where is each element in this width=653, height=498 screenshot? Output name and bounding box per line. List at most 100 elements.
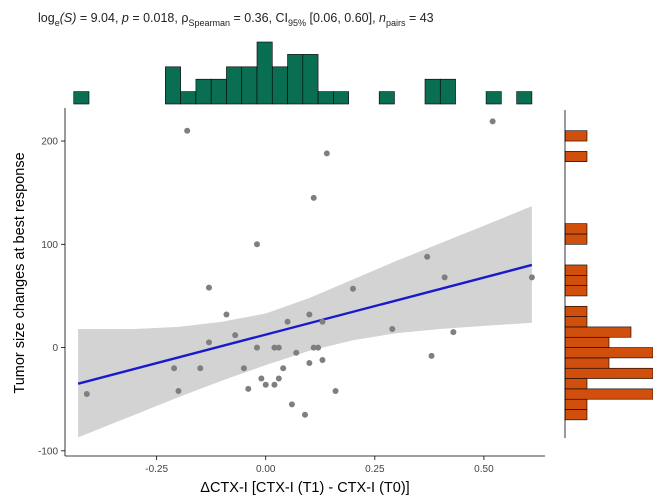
x-histogram-bar [302, 54, 319, 105]
x-tick-label: 0.25 [365, 464, 385, 475]
scatter-point [271, 344, 278, 351]
scatter-point [275, 344, 282, 351]
scatter-point [206, 339, 212, 346]
x-histogram-bar [378, 91, 395, 105]
x-tick-label: -0.25 [145, 464, 168, 475]
scatter-point [293, 349, 300, 356]
y-histogram-bar [564, 223, 588, 235]
scatter-point [254, 344, 260, 351]
y-tick-label: 100 [41, 240, 58, 251]
ci-value: [0.06, 0.60], [306, 11, 379, 25]
confidence-band [78, 206, 532, 438]
y-axis-ticks: -100 0 100 200 [38, 137, 65, 457]
scatter-point [206, 284, 212, 291]
x-histogram-bar [516, 91, 533, 105]
y-histogram-bar [564, 398, 588, 410]
x-histogram-bar [424, 78, 441, 105]
y-marginal-histogram [564, 130, 653, 421]
x-histogram-bar [210, 78, 227, 105]
scatter-point [424, 253, 431, 260]
scatter-plot-panel [77, 118, 535, 438]
stat-value: = 9.04, [76, 11, 122, 25]
x-histogram-bar [73, 91, 90, 105]
scatter-point [83, 391, 90, 398]
y-histogram-bar [564, 233, 588, 245]
scatter-point [428, 352, 435, 359]
scatter-point [528, 274, 535, 281]
scatter-point [306, 311, 313, 318]
y-histogram-bar [564, 378, 588, 390]
x-tick-label: 0.50 [474, 464, 494, 475]
x-histogram-bar [226, 66, 243, 105]
p-value: = 0.018, [129, 11, 181, 25]
y-histogram-bar [564, 347, 653, 359]
x-tick-label: 0.00 [256, 464, 276, 475]
scatter-point [450, 329, 457, 336]
scatter-point [323, 150, 330, 157]
y-histogram-bar [564, 326, 632, 338]
rho-value: = 0.36, CI [230, 11, 288, 25]
y-histogram-bar [564, 388, 653, 400]
y-tick-label: -100 [38, 446, 58, 457]
x-histogram-bar [165, 66, 181, 105]
scatter-point [197, 365, 204, 372]
scatter-point [315, 344, 322, 351]
scatter-point [171, 365, 178, 372]
y-histogram-bar [564, 305, 588, 317]
scatter-point [271, 381, 278, 388]
x-histogram-bar [241, 66, 258, 105]
n-symbol: n [379, 11, 386, 25]
chart-subtitle: loge(S) = 9.04, p = 0.018, ρSpearman = 0… [38, 11, 434, 28]
y-tick-label: 0 [52, 343, 58, 354]
scatter-point [310, 194, 317, 201]
y-histogram-bar [564, 316, 588, 328]
x-histogram-bar [485, 91, 502, 105]
x-histogram-bar [271, 66, 288, 105]
scatter-point [306, 360, 313, 367]
scatter-point [441, 274, 448, 281]
scatter-point [319, 356, 326, 363]
n-value: = 43 [405, 11, 433, 25]
scatter-point [275, 375, 282, 382]
x-histogram-bar [287, 54, 304, 105]
x-marginal-histogram [73, 41, 533, 105]
scatter-point [258, 375, 265, 382]
scatter-point [223, 311, 230, 318]
scatter-point [240, 365, 247, 372]
x-histogram-bar [439, 78, 456, 105]
scatter-point [254, 241, 260, 248]
p-symbol: p [121, 11, 129, 25]
scatter-point [310, 344, 317, 351]
x-axis-ticks: -0.25 0.00 0.25 0.50 [145, 456, 494, 475]
ci-sub: 95% [288, 18, 306, 28]
y-histogram-bar [564, 285, 588, 297]
scatter-point [489, 118, 496, 125]
scatter-point [332, 387, 339, 394]
scatter-point [350, 285, 356, 292]
x-axis-title: ΔCTX-I [CTX-I (T1) - CTX-I (T0)] [200, 480, 409, 496]
scatter-point [389, 325, 396, 332]
scatter-point [302, 411, 308, 418]
stat-log-base: e [55, 18, 60, 28]
stat-log-symbol: log [38, 11, 55, 25]
y-histogram-bar [564, 130, 588, 142]
scatter-point [284, 318, 291, 325]
rho-symbol: ρ [181, 11, 188, 25]
x-histogram-bar [180, 91, 197, 105]
x-histogram-bar [256, 41, 273, 105]
x-histogram-bar [333, 91, 349, 105]
y-histogram-bar [564, 367, 653, 379]
y-axis-title: Tumor size changes at best response [12, 152, 28, 393]
y-histogram-bar [564, 274, 588, 286]
scatter-point [175, 387, 182, 394]
scatter-point [245, 385, 252, 392]
y-histogram-bar [564, 336, 610, 348]
n-sub: pairs [386, 18, 406, 28]
y-histogram-bar [564, 409, 588, 421]
scatter-point [288, 401, 295, 408]
x-histogram-bar [195, 78, 212, 105]
scatter-point [232, 332, 239, 339]
regression-line [77, 263, 533, 385]
scatter-point [319, 318, 326, 325]
